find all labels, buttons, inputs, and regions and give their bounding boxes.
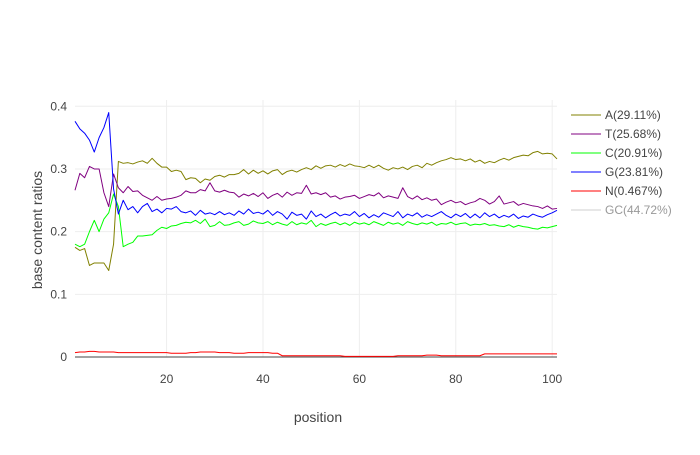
- x-tick-label: 60: [353, 372, 367, 386]
- legend-label: G(23.81%): [605, 165, 663, 179]
- legend-item[interactable]: N(0.467%): [571, 184, 662, 198]
- series-line-n[interactable]: [74, 350, 557, 357]
- legend-item[interactable]: C(20.91%): [571, 146, 662, 160]
- y-tick-label: 0.4: [50, 99, 67, 113]
- legend-item[interactable]: GC(44.72%): [571, 203, 672, 217]
- legend-item[interactable]: A(29.11%): [571, 108, 661, 122]
- series-lines: [74, 112, 558, 357]
- legend-label: GC(44.72%): [605, 203, 672, 217]
- x-tick-label: 100: [542, 372, 562, 386]
- y-tick-label: 0: [60, 350, 67, 364]
- legend-label: C(20.91%): [605, 146, 662, 160]
- legend-label: N(0.467%): [605, 184, 662, 198]
- y-tick-label: 0.1: [50, 287, 67, 301]
- x-tick-label: 20: [160, 372, 174, 386]
- series-line-c[interactable]: [74, 193, 558, 248]
- y-tick-labels: 0 0.1 0.2 0.3 0.4: [50, 99, 67, 364]
- x-tick-labels: 20 40 60 80 100: [160, 372, 563, 386]
- x-axis-title: position: [294, 409, 342, 425]
- y-tick-label: 0.2: [50, 225, 67, 239]
- legend-item[interactable]: T(25.68%): [571, 127, 661, 141]
- series-line-a[interactable]: [74, 150, 558, 271]
- legend-label: T(25.68%): [605, 127, 661, 141]
- series-line-g[interactable]: [74, 112, 558, 220]
- series-line-t[interactable]: [74, 165, 558, 210]
- x-tick-label: 40: [256, 372, 270, 386]
- legend-label: A(29.11%): [605, 108, 661, 122]
- x-tick-label: 80: [449, 372, 463, 386]
- grid: [75, 100, 557, 358]
- legend-item[interactable]: G(23.81%): [571, 165, 663, 179]
- legend: A(29.11%) T(25.68%) C(20.91%) G(23.81%) N(0.…: [571, 108, 672, 217]
- y-axis-title: base content ratios: [29, 171, 45, 289]
- y-tick-label: 0.3: [50, 162, 67, 176]
